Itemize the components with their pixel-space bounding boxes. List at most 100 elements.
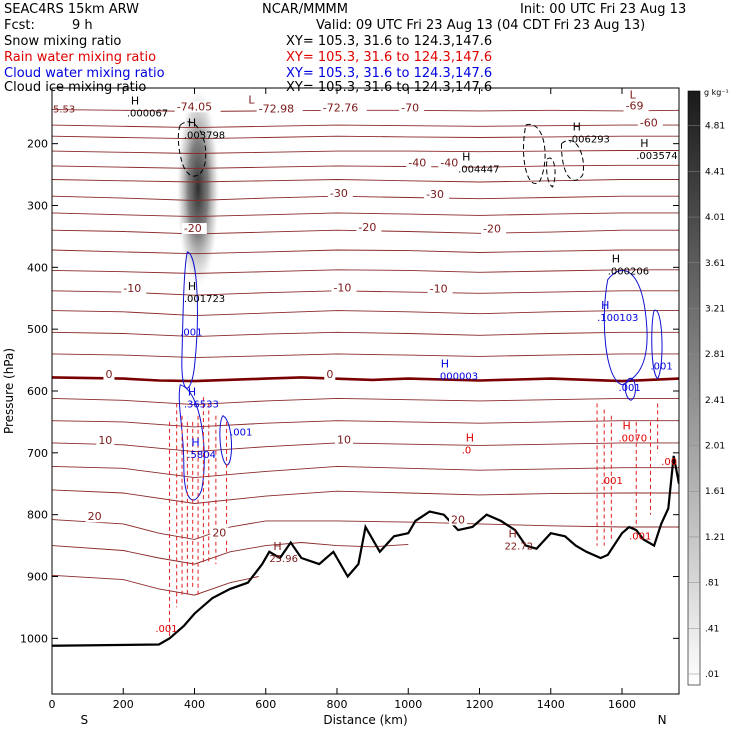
terrain-layer bbox=[52, 455, 679, 647]
cloud-water-contour bbox=[624, 378, 636, 401]
x-tick-label: 800 bbox=[327, 698, 348, 711]
colorbar-label: 2.01 bbox=[705, 442, 725, 452]
colorbar-label: 3.21 bbox=[705, 304, 725, 314]
extremum-marker: H bbox=[441, 358, 449, 371]
isotherm-line bbox=[52, 124, 679, 129]
south-label: S bbox=[81, 713, 89, 727]
isotherm-label-bg bbox=[424, 189, 450, 201]
colorbar-gradient bbox=[687, 90, 701, 686]
field-name-cloud-water: Cloud water mixing ratio bbox=[4, 66, 165, 81]
isotherm-line bbox=[52, 542, 409, 565]
forecast-label: Fcst: bbox=[4, 18, 35, 33]
y-tick-label: 500 bbox=[27, 323, 48, 336]
colorbar-label: .81 bbox=[705, 579, 719, 589]
cloud-ice-contour bbox=[177, 121, 207, 177]
isotherm-label-bg bbox=[399, 102, 425, 114]
extremum-value: .004447 bbox=[458, 164, 499, 175]
isotherm-label-bg bbox=[406, 157, 432, 169]
extremum-marker: H bbox=[273, 540, 281, 553]
extremum-marker: H bbox=[612, 252, 620, 265]
isotherm-line bbox=[52, 135, 679, 140]
extremum-value: .003574 bbox=[636, 151, 677, 162]
y-tick-label: 600 bbox=[27, 385, 48, 398]
init-time: Init: 00 UTC Fri 23 Aug 13 bbox=[520, 2, 687, 17]
isotherm-label: -40 bbox=[440, 157, 458, 170]
snow-mixing-ratio-shading bbox=[176, 88, 221, 292]
field-name-rain: Rain water mixing ratio bbox=[4, 50, 157, 65]
colorbar-label: 1.21 bbox=[705, 533, 725, 543]
extremum-marker: H bbox=[508, 528, 516, 541]
cloud-water-contour bbox=[181, 251, 198, 389]
extremum-marker: H bbox=[188, 385, 196, 398]
isotherm-line bbox=[52, 269, 679, 274]
extremum-value: .5804 bbox=[187, 450, 216, 461]
extremum-marker: H bbox=[622, 419, 630, 432]
colorbar-label: 1.61 bbox=[705, 487, 725, 497]
isotherm-line bbox=[52, 519, 679, 540]
isotherm-label: -74.05 bbox=[177, 100, 212, 113]
extremum-value: .0070 bbox=[618, 433, 647, 444]
extremum-marker: H bbox=[188, 116, 196, 129]
isotherm-label: 10 bbox=[337, 434, 351, 447]
extremum-marker: L bbox=[248, 93, 255, 106]
field-xy-cloud-water: XY= 105.3, 31.6 to 124.3,147.6 bbox=[286, 66, 493, 81]
extremum-marker: H bbox=[462, 150, 470, 163]
field-name-snow: Snow mixing ratio bbox=[4, 34, 122, 49]
forecast-hour: 9 h bbox=[72, 18, 93, 33]
terrain-surface-line bbox=[52, 455, 679, 647]
model-title: SEAC4RS 15km ARW bbox=[4, 2, 140, 17]
isotherm-label: 0 bbox=[105, 368, 112, 381]
contour-label-layer: -74.05 -72.98 -72.76 -70 -69 -60 -40 -40 -30 -30 -… bbox=[53, 89, 678, 636]
isotherm-label-bg bbox=[438, 157, 464, 169]
y-tick-label: 200 bbox=[27, 138, 48, 151]
isotherm-label: -20 bbox=[358, 221, 376, 234]
isotherm-label-bg bbox=[637, 117, 663, 129]
snow-shading-layer bbox=[176, 88, 221, 292]
isotherm-line bbox=[52, 109, 679, 112]
colorbar-label: 4.41 bbox=[705, 167, 725, 177]
isotherm-label: -30 bbox=[426, 188, 444, 201]
extremum-value: 25.96 bbox=[269, 554, 298, 565]
isotherm-label-bg bbox=[427, 283, 453, 295]
extremum-marker: H bbox=[640, 137, 648, 150]
isotherm-label-bg bbox=[324, 369, 336, 381]
isotherm-line bbox=[52, 465, 679, 479]
isotherm-label: -69 bbox=[626, 100, 644, 113]
isotherm-label: -20 bbox=[483, 223, 501, 236]
x-tick-label: 200 bbox=[113, 698, 134, 711]
colorbar-label: 2.41 bbox=[705, 396, 725, 406]
y-axis-label: Pressure (hPa) bbox=[2, 348, 16, 434]
contour-value-label: .001 bbox=[629, 531, 651, 542]
isotherm-line bbox=[52, 179, 679, 183]
isotherm-line bbox=[52, 164, 679, 169]
field-xy-snow: XY= 105.3, 31.6 to 124.3,147.6 bbox=[286, 34, 493, 49]
isotherm-label-bg bbox=[327, 187, 353, 199]
x-tick-label: 600 bbox=[255, 698, 276, 711]
isotherm-line bbox=[52, 489, 679, 504]
cloud-ice-contour bbox=[560, 139, 584, 181]
isotherm-label: -60 bbox=[640, 116, 658, 129]
contour-value-label: 5.53 bbox=[53, 105, 75, 116]
isotherm-line bbox=[52, 376, 679, 383]
x-tick-label: 400 bbox=[184, 698, 205, 711]
x-tick-label: 0 bbox=[49, 698, 56, 711]
isotherm-label-bg bbox=[449, 514, 467, 526]
isotherm-label: 0 bbox=[326, 368, 333, 381]
cloud-water-contour bbox=[219, 415, 232, 466]
isotherm-label-bg bbox=[210, 527, 229, 539]
extremum-value: .001723 bbox=[184, 294, 225, 305]
isotherm-label-bg bbox=[356, 221, 382, 233]
extremum-value: .0 bbox=[462, 446, 472, 457]
isotherm-line bbox=[52, 290, 679, 296]
isotherm-label: -70 bbox=[401, 101, 419, 114]
extremum-value: .000067 bbox=[127, 109, 168, 120]
x-tick-label: 1600 bbox=[608, 698, 636, 711]
isotherm-label-bg bbox=[121, 283, 147, 295]
colorbar-label: .01 bbox=[705, 670, 719, 680]
colorbar-unit: g kg⁻¹ bbox=[704, 88, 729, 97]
isotherm-label-bg bbox=[481, 223, 507, 235]
isotherm-label-bg bbox=[181, 223, 207, 235]
isotherm-label: -10 bbox=[430, 283, 448, 296]
y-tick-label: 900 bbox=[27, 571, 48, 584]
